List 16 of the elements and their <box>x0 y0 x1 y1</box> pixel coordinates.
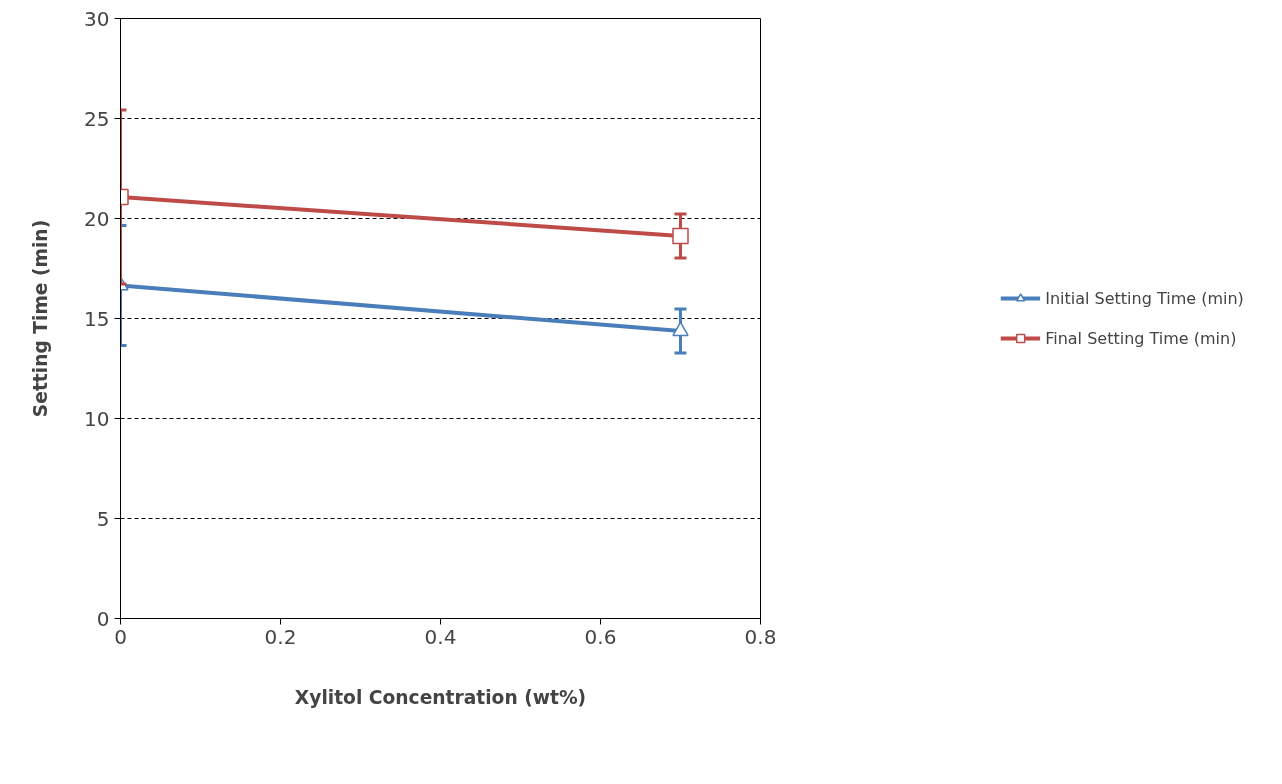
y-tick-label: 0 <box>96 606 110 631</box>
x-tick-label: 0.4 <box>424 624 457 649</box>
legend-label: Initial Setting Time (min) <box>1045 288 1244 308</box>
y-tick-label: 25 <box>84 106 110 131</box>
y-axis-title: Setting Time (min) <box>30 219 52 418</box>
y-tick-label: 15 <box>84 306 110 331</box>
y-tick-label: 20 <box>84 206 110 231</box>
legend-label: Final Setting Time (min) <box>1045 328 1237 348</box>
x-tick-label: 0 <box>114 624 127 649</box>
x-tick-label: 0.2 <box>264 624 297 649</box>
y-tick-label: 5 <box>96 506 110 531</box>
x-tick-label: 0.6 <box>584 624 617 649</box>
y-tick-label: 30 <box>84 6 110 31</box>
y-tick-label: 10 <box>84 406 110 431</box>
x-axis-title: Xylitol Concentration (wt%) <box>294 686 587 708</box>
x-tick-label: 0.8 <box>744 624 777 649</box>
